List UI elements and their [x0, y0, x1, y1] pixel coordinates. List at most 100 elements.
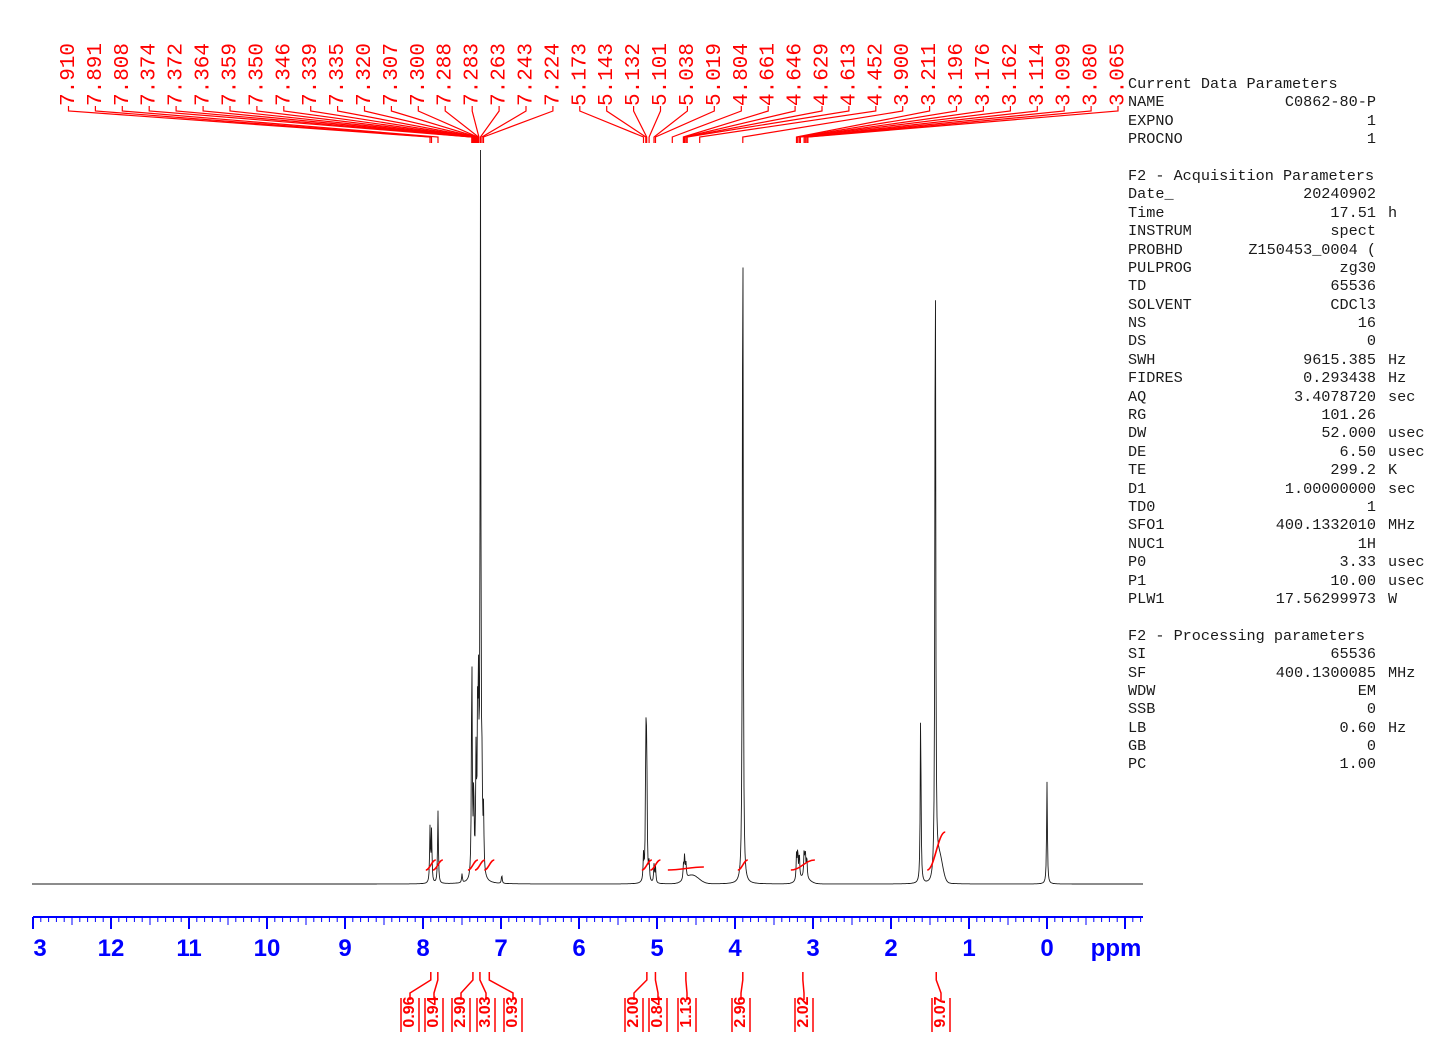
peak-label-8: 7.346: [273, 43, 296, 106]
param-value: 17.56299973: [1275, 589, 1376, 608]
peak-label-32: 3.211: [919, 43, 942, 106]
param-name: NUC1: [1128, 534, 1165, 553]
acquisition-param-row: PULPROG zg30: [1128, 259, 1438, 277]
param-name: PULPROG: [1128, 258, 1192, 277]
integral-curve-4: [484, 859, 495, 871]
param-unit: usec: [1388, 424, 1425, 443]
peak-label-18: 7.224: [542, 43, 565, 106]
integral-curve-1: [432, 859, 444, 871]
param-name: PC: [1128, 755, 1147, 774]
integral-label-1: 0.94: [425, 996, 442, 1027]
peak-leader-24: [654, 106, 715, 143]
integral-label-2: 2.90: [452, 996, 469, 1027]
acquisition-param-row: Time 17.51 h: [1128, 204, 1438, 222]
param-name: P0: [1128, 553, 1147, 572]
acquisition-param-row: PLW1 17.56299973 W: [1128, 590, 1438, 608]
current-param-row: NAME C0862-80-P: [1128, 93, 1438, 111]
param-value: 1.00000000: [1284, 479, 1376, 498]
peak-leader-13: [417, 106, 479, 143]
peak-label-16: 7.263: [489, 43, 512, 106]
processing-param-row: GB 0: [1128, 737, 1438, 755]
param-value: 0: [1366, 332, 1376, 351]
peak-label-15: 7.283: [462, 43, 485, 106]
x-tick-label-12: 1: [962, 935, 975, 962]
param-value: 1: [1366, 111, 1376, 130]
peak-label-11: 7.320: [354, 43, 377, 106]
param-value: 400.1332010: [1275, 516, 1376, 535]
peak-label-36: 3.114: [1027, 43, 1050, 106]
peak-leader-18: [482, 106, 554, 143]
param-value: 0: [1366, 700, 1376, 719]
param-name: DS: [1128, 332, 1147, 351]
param-name: SF: [1128, 663, 1147, 682]
processing-param-row: SSB 0: [1128, 700, 1438, 718]
param-name: SFO1: [1128, 516, 1165, 535]
x-tick-label-5: 8: [416, 935, 429, 962]
x-tick-label-3: 10: [254, 935, 281, 962]
integral-label-4: 0.93: [504, 996, 521, 1027]
param-value: 0: [1366, 737, 1376, 756]
param-name: INSTRUM: [1128, 222, 1192, 241]
param-unit: Hz: [1388, 718, 1407, 737]
integral-bracket-5: [633, 972, 648, 1000]
param-name: PROCNO: [1128, 130, 1183, 149]
integral-label-7: 1.13: [678, 996, 695, 1027]
peak-leader-25: [671, 106, 742, 143]
integral-label-6: 0.84: [649, 996, 666, 1027]
param-name: DE: [1128, 442, 1147, 461]
peak-leader-26: [682, 106, 769, 143]
peak-leader-16: [479, 106, 500, 143]
param-unit: sec: [1388, 387, 1416, 406]
param-unit: MHz: [1388, 516, 1416, 535]
param-name: AQ: [1128, 387, 1147, 406]
param-unit: usec: [1388, 553, 1425, 572]
peak-leader-23: [653, 106, 689, 143]
acquisition-param-row: DE 6.50 usec: [1128, 443, 1438, 461]
param-value: EM: [1357, 681, 1376, 700]
current-param-row: EXPNO 1: [1128, 112, 1438, 130]
param-value: 6.50: [1339, 442, 1376, 461]
param-name: SI: [1128, 645, 1147, 664]
param-name: GB: [1128, 737, 1147, 756]
peak-leader-37: [804, 106, 1065, 143]
acquisition-param-row: Date_ 20240902: [1128, 185, 1438, 203]
integral-curve-5: [641, 859, 653, 871]
peak-leader-36: [803, 106, 1038, 143]
acquisition-param-row: NS 16: [1128, 314, 1438, 332]
param-unit: K: [1388, 461, 1398, 480]
x-tick-label-11: 2: [884, 935, 897, 962]
peak-label-12: 7.307: [381, 43, 404, 106]
x-tick-label-4: 9: [338, 935, 351, 962]
param-name: P1: [1128, 571, 1147, 590]
peak-leader-12: [390, 106, 478, 143]
integral-labels: 0.96 0.94 2.90 3.03 0.93 2.00 0.84 1.13 2.96 2.02…: [400, 972, 951, 1032]
peak-label-26: 4.661: [758, 43, 781, 106]
peak-leader-27: [683, 106, 796, 143]
peak-label-35: 3.162: [1000, 43, 1023, 106]
param-name: TD0: [1128, 497, 1156, 516]
processing-params-header: F2 - Processing parameters: [1128, 626, 1365, 645]
param-value: 1H: [1357, 534, 1376, 553]
peak-label-25: 4.804: [731, 43, 754, 106]
param-value: 0.60: [1339, 718, 1376, 737]
param-value: 3.33: [1339, 553, 1376, 572]
param-name: TD: [1128, 277, 1147, 296]
x-axis: 3 12 11 10 9 8 7 6 5 4 3 2 1 0 ppm: [32, 916, 1143, 962]
param-name: NS: [1128, 314, 1147, 333]
peak-label-24: 5.019: [704, 43, 727, 106]
peak-leader-30: [699, 106, 877, 143]
param-unit: W: [1388, 589, 1398, 608]
acquisition-param-row: PROBHD Z150453_0004 (: [1128, 241, 1438, 259]
peak-leader-19: [579, 106, 645, 143]
acquisition-param-row: AQ 3.4078720 sec: [1128, 388, 1438, 406]
param-name: PROBHD: [1128, 240, 1183, 259]
param-name: RG: [1128, 406, 1147, 425]
param-name: NAME: [1128, 93, 1165, 112]
integral-label-5: 2.00: [625, 996, 642, 1027]
integral-curve-3: [474, 859, 486, 871]
peak-label-38: 3.080: [1081, 43, 1104, 106]
peak-label-10: 7.335: [327, 43, 350, 106]
peak-label-23: 5.038: [677, 43, 700, 106]
param-unit: MHz: [1388, 663, 1416, 682]
